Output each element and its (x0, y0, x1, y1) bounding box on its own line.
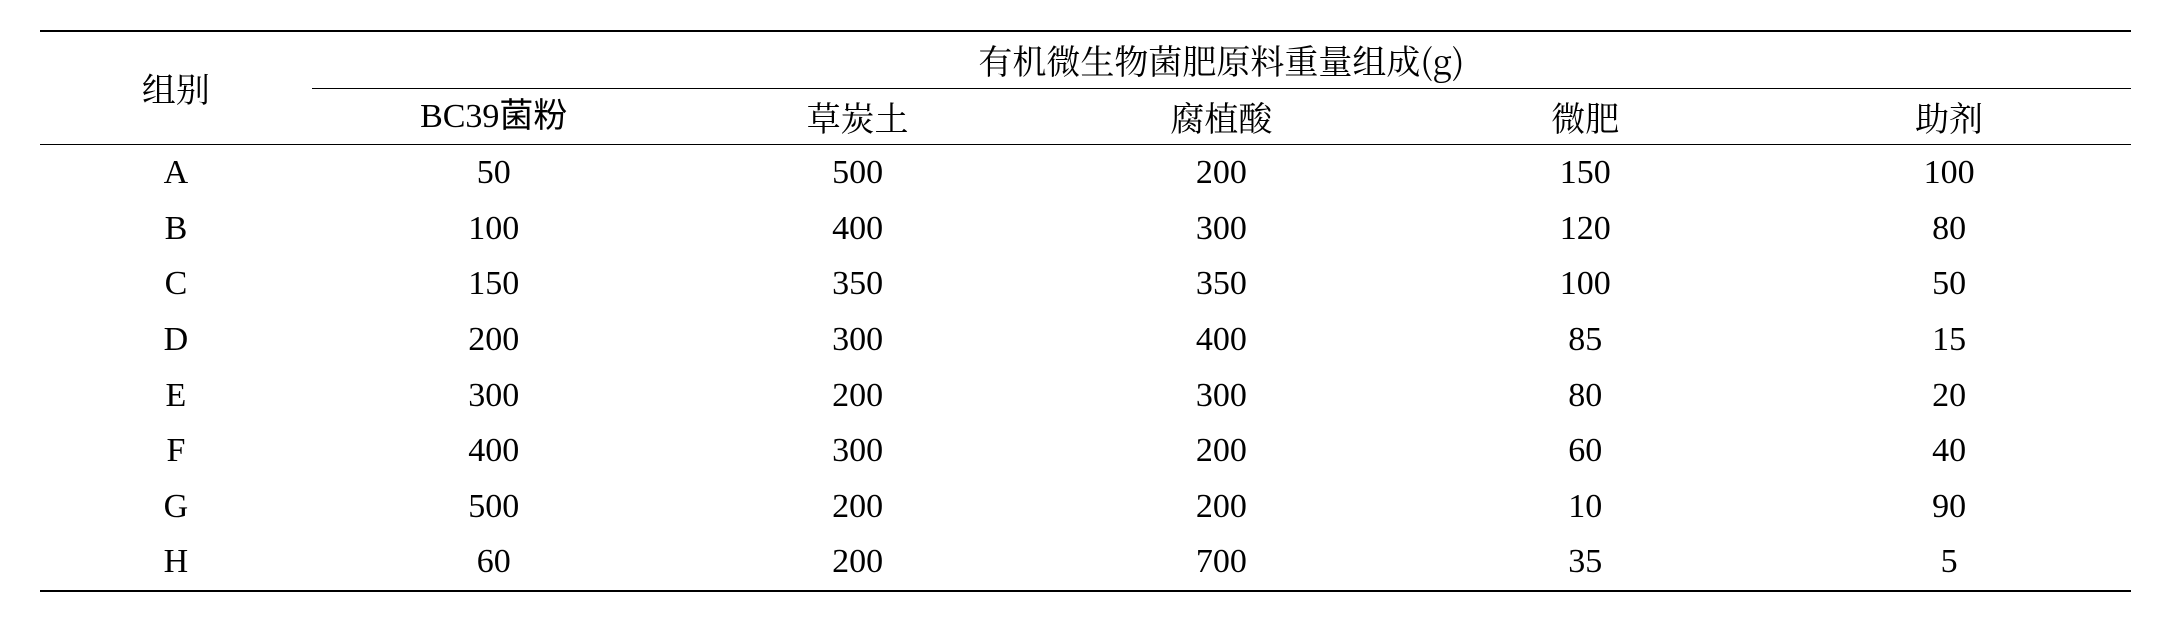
group-cell: C (40, 256, 312, 312)
value-cell: 150 (1403, 145, 1767, 201)
column-header-row: BC39菌粉 草炭土 腐植酸 微肥 助剂 (40, 88, 2131, 145)
value-cell: 40 (1767, 423, 2131, 479)
value-cell: 120 (1403, 201, 1767, 257)
value-cell: 200 (1039, 479, 1403, 535)
value-cell: 5 (1767, 534, 2131, 591)
value-cell: 200 (676, 368, 1040, 424)
group-cell: D (40, 312, 312, 368)
col-header: 微肥 (1403, 88, 1767, 145)
col-header: 助剂 (1767, 88, 2131, 145)
table-header: 组别 有机微生物菌肥原料重量组成(g) BC39菌粉 草炭土 腐植酸 微肥 助剂 (40, 31, 2131, 145)
value-cell: 500 (312, 479, 676, 535)
value-cell: 15 (1767, 312, 2131, 368)
value-cell: 85 (1403, 312, 1767, 368)
group-cell: F (40, 423, 312, 479)
col-header: BC39菌粉 (312, 88, 676, 145)
table-row: F4003002006040 (40, 423, 2131, 479)
group-cell: H (40, 534, 312, 591)
super-header-cell: 有机微生物菌肥原料重量组成(g) (312, 31, 2131, 88)
value-cell: 400 (312, 423, 676, 479)
table-body: A50500200150100B10040030012080C150350350… (40, 145, 2131, 591)
value-cell: 100 (1403, 256, 1767, 312)
value-cell: 350 (676, 256, 1040, 312)
col-header: 草炭土 (676, 88, 1040, 145)
value-cell: 300 (1039, 368, 1403, 424)
table-row: E3002003008020 (40, 368, 2131, 424)
value-cell: 200 (676, 534, 1040, 591)
group-cell: B (40, 201, 312, 257)
value-cell: 200 (312, 312, 676, 368)
composition-table: 组别 有机微生物菌肥原料重量组成(g) BC39菌粉 草炭土 腐植酸 微肥 助剂… (40, 30, 2131, 592)
value-cell: 60 (1403, 423, 1767, 479)
group-header-cell: 组别 (40, 31, 312, 145)
value-cell: 200 (676, 479, 1040, 535)
value-cell: 150 (312, 256, 676, 312)
value-cell: 350 (1039, 256, 1403, 312)
value-cell: 50 (1767, 256, 2131, 312)
value-cell: 500 (676, 145, 1040, 201)
table-row: B10040030012080 (40, 201, 2131, 257)
value-cell: 80 (1767, 201, 2131, 257)
value-cell: 200 (1039, 423, 1403, 479)
value-cell: 400 (1039, 312, 1403, 368)
table-row: D2003004008515 (40, 312, 2131, 368)
value-cell: 200 (1039, 145, 1403, 201)
value-cell: 90 (1767, 479, 2131, 535)
value-cell: 60 (312, 534, 676, 591)
value-cell: 100 (1767, 145, 2131, 201)
table-row: A50500200150100 (40, 145, 2131, 201)
group-cell: G (40, 479, 312, 535)
value-cell: 700 (1039, 534, 1403, 591)
group-cell: A (40, 145, 312, 201)
table-row: H60200700355 (40, 534, 2131, 591)
table-row: G5002002001090 (40, 479, 2131, 535)
group-cell: E (40, 368, 312, 424)
value-cell: 100 (312, 201, 676, 257)
value-cell: 35 (1403, 534, 1767, 591)
table-row: C15035035010050 (40, 256, 2131, 312)
value-cell: 300 (312, 368, 676, 424)
col-header: 腐植酸 (1039, 88, 1403, 145)
value-cell: 50 (312, 145, 676, 201)
value-cell: 300 (676, 423, 1040, 479)
value-cell: 400 (676, 201, 1040, 257)
value-cell: 80 (1403, 368, 1767, 424)
value-cell: 300 (676, 312, 1040, 368)
value-cell: 10 (1403, 479, 1767, 535)
value-cell: 300 (1039, 201, 1403, 257)
value-cell: 20 (1767, 368, 2131, 424)
